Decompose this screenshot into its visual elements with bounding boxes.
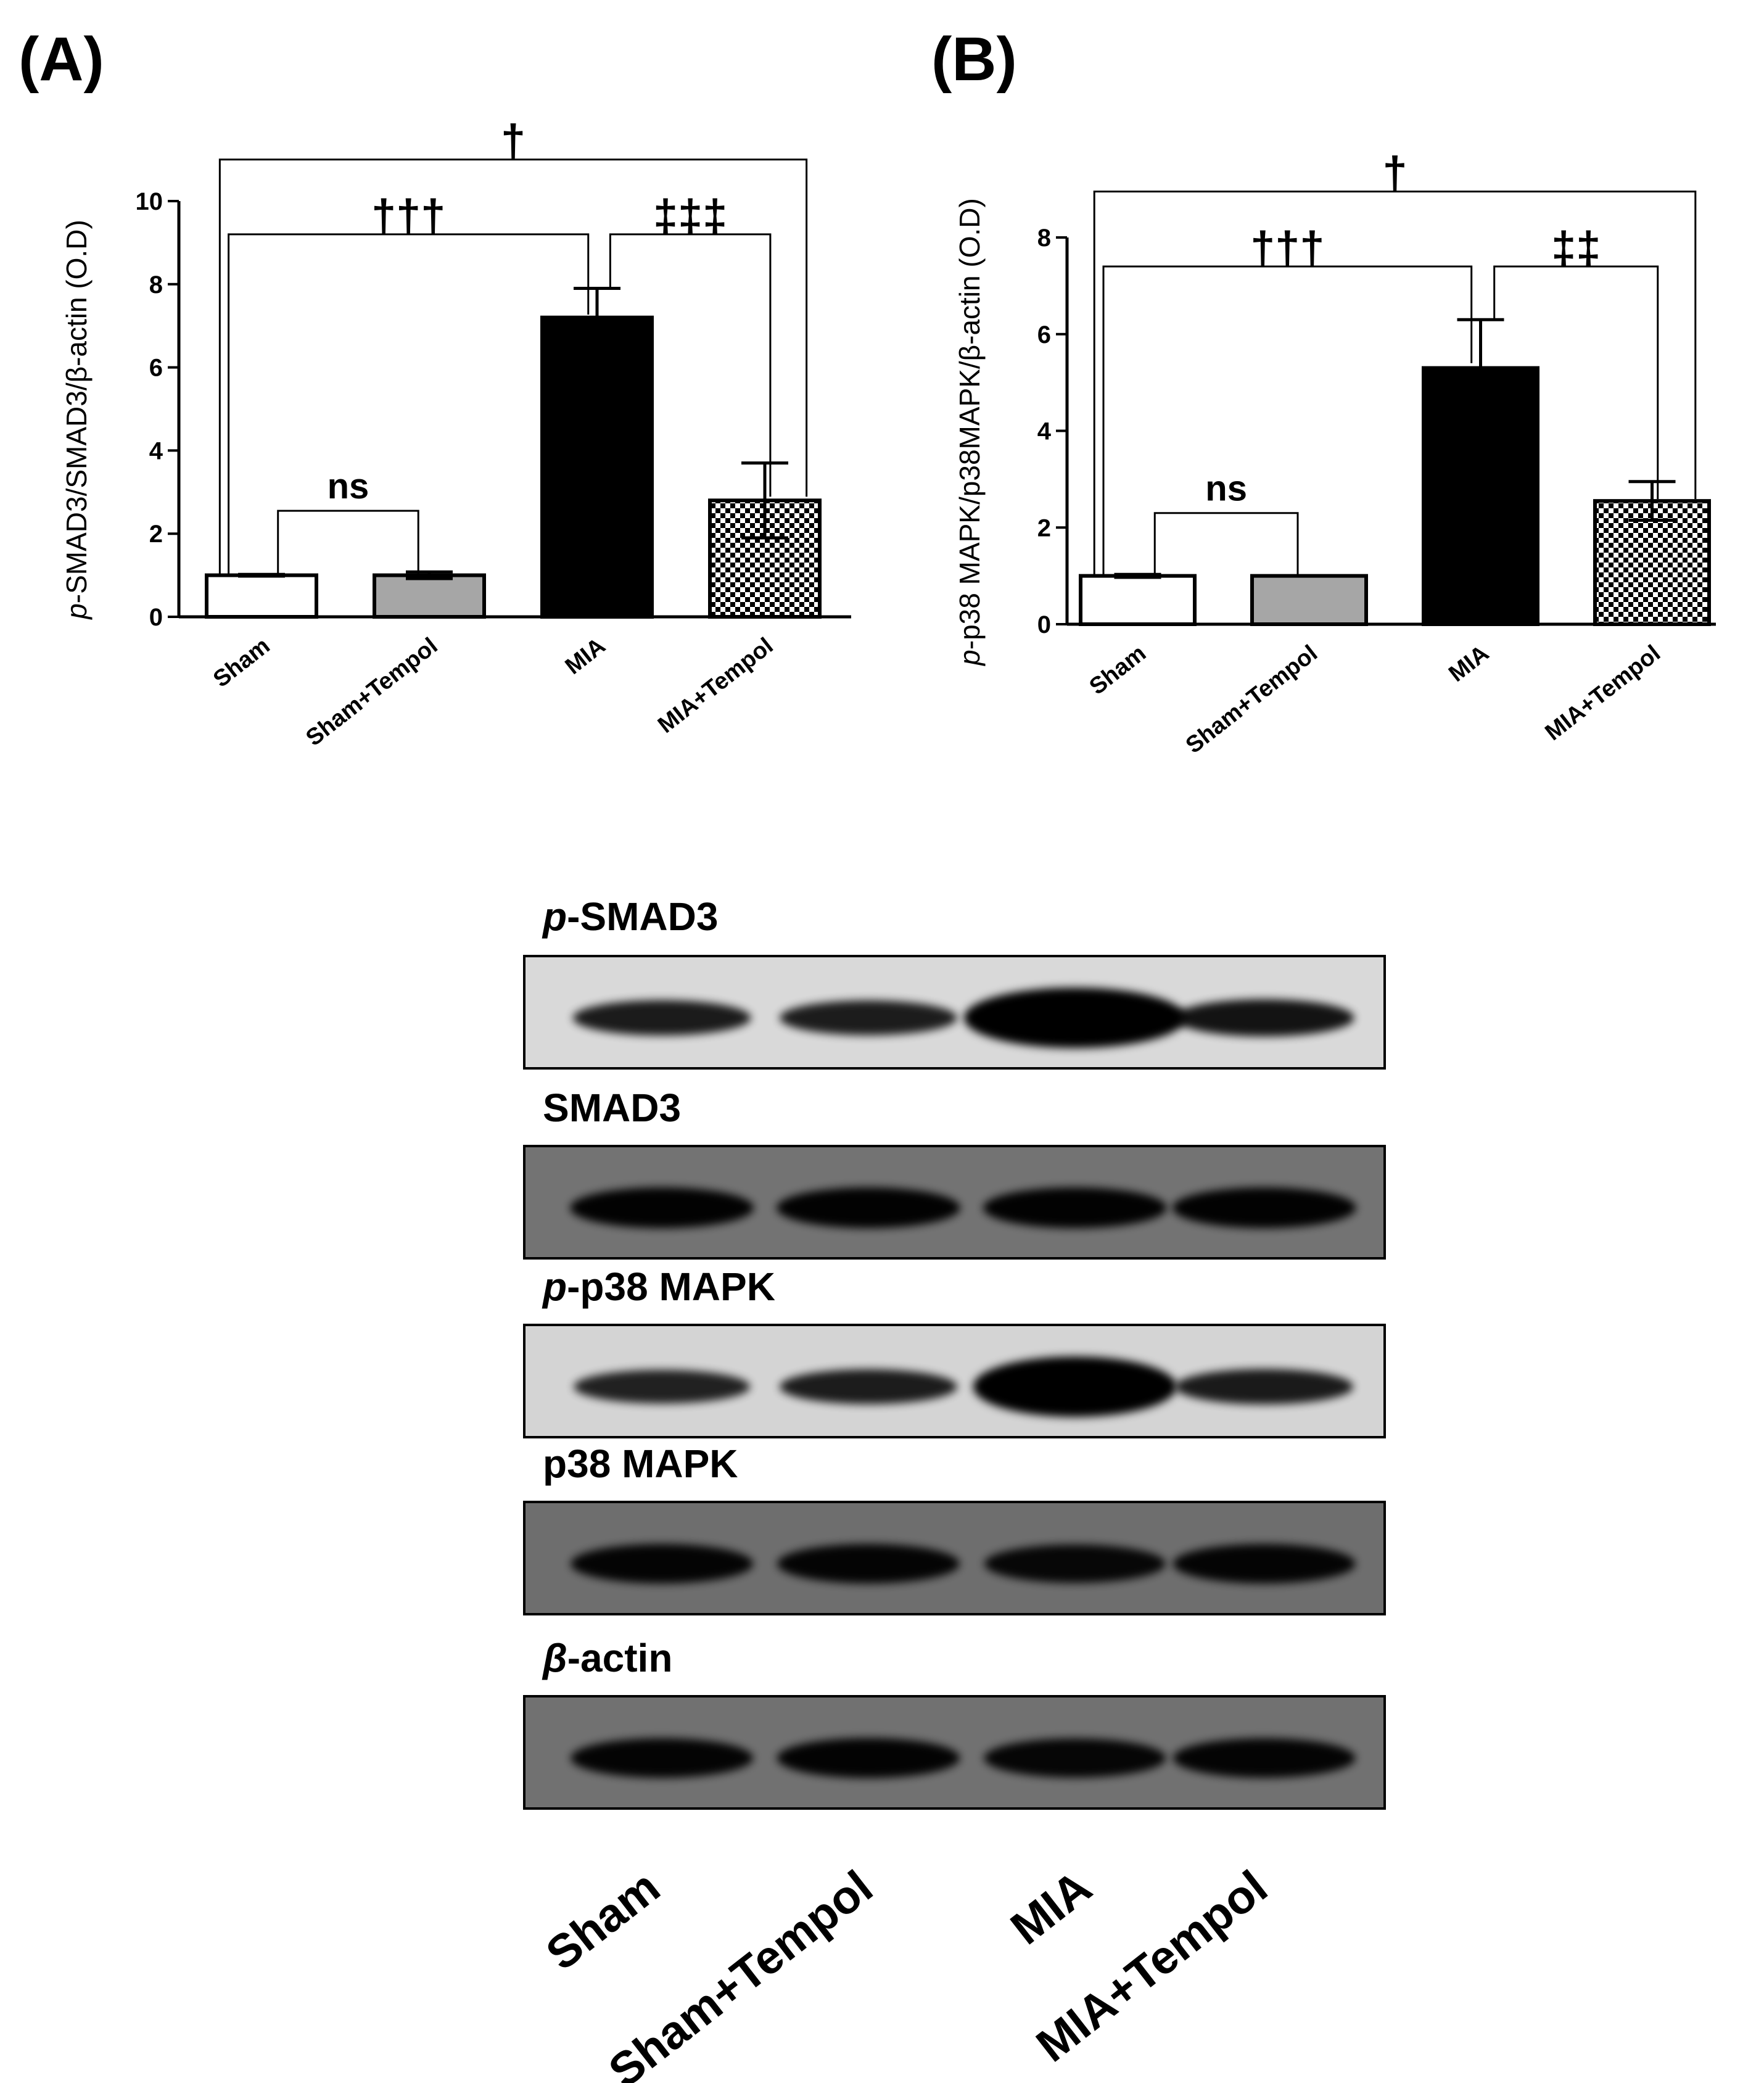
blot-band: [984, 1738, 1166, 1778]
blot-label-text: -SMAD3: [567, 894, 718, 939]
chart-panel-b: (B) p-p38 MAPK/p38MAPK/β-actin (O.D) 0 2 4…: [931, 25, 1716, 759]
blot-label: p-p38 MAPK: [542, 1264, 775, 1309]
chart-panel-a: (A) p-SMAD3/SMAD3/β-actin (O.D) 0 2 4 6 8 10 S…: [19, 25, 851, 751]
y-tick-label: 6: [149, 355, 163, 382]
bar-mia: [540, 315, 654, 619]
x-tick-label: MIA: [561, 633, 611, 680]
blot-label-text: p38 MAPK: [543, 1442, 738, 1486]
blot-label-prefix: p: [542, 894, 567, 939]
y-tick-label: 4: [1037, 418, 1052, 445]
lane-label: MIA: [1001, 1860, 1101, 1955]
y-tick-label: 8: [1037, 225, 1051, 252]
significance-bracket: [1093, 191, 1697, 576]
x-tick-label: Sham+Tempol: [1181, 640, 1322, 759]
panel-b-y-axis-label-rest: -p38 MAPK/p38MAPK/β-actin (O.D): [954, 198, 986, 650]
significance-label: †: [1382, 149, 1407, 198]
significance-bracket: [609, 233, 772, 497]
significance-label: ns: [1205, 469, 1247, 509]
blot-label-prefix: β: [542, 1636, 567, 1680]
blot-band: [1173, 1544, 1356, 1584]
y-tick-label: 6: [1037, 321, 1051, 349]
panel-a-y-axis-label: p-SMAD3/SMAD3/β-actin (O.D): [60, 220, 93, 621]
y-tick-label: 2: [149, 521, 163, 548]
blot-band: [973, 1356, 1177, 1417]
significance-bracket: [1493, 265, 1659, 500]
blot-band: [1175, 1369, 1354, 1404]
blot-band: [780, 1369, 957, 1404]
y-tick-label: 0: [149, 604, 163, 631]
x-tick-label: Sham: [1085, 640, 1151, 700]
lane-label: Sham: [537, 1860, 669, 1980]
panel-a-y-axis-label-rest: -SMAD3/SMAD3/β-actin (O.D): [60, 220, 93, 603]
blot-band: [571, 1544, 754, 1584]
y-tick-label: 2: [1037, 514, 1051, 542]
bar-sham: [1079, 574, 1197, 626]
significance-label: †: [501, 117, 525, 166]
blot-label-prefix: p: [542, 1264, 567, 1309]
significance-label: †††: [1250, 223, 1324, 273]
blot-label: p-SMAD3: [542, 894, 718, 939]
y-tick-label: 4: [149, 437, 163, 464]
bar-sham-tempol: [1250, 574, 1368, 626]
panel-b-plot: 0 2 4 6 8 Sham Sham+Tempol MIA MIA+Tempol ns ††† ‡‡…: [1037, 149, 1716, 759]
significance-label: ‡‡: [1551, 223, 1601, 273]
blot-band: [571, 1738, 754, 1778]
blot-band: [984, 1544, 1166, 1583]
blot-band: [963, 988, 1186, 1049]
blot-label-text: SMAD3: [543, 1086, 681, 1130]
panel-b-label: (B): [931, 25, 1017, 94]
blot-band: [983, 1187, 1167, 1229]
significance-bracket: [218, 159, 808, 575]
blot-label: p38 MAPK: [543, 1442, 738, 1486]
x-tick-label: MIA+Tempol: [1541, 640, 1665, 746]
panel-a-y-axis-label-prefix: p: [60, 603, 93, 621]
x-tick-label: Sham: [208, 633, 274, 693]
blot-band: [572, 1000, 751, 1036]
bar-sham-tempol: [373, 573, 486, 619]
x-tick-label: MIA+Tempol: [653, 633, 778, 738]
blot-label-text: -p38 MAPK: [567, 1264, 775, 1309]
blot-band: [777, 1544, 960, 1584]
significance-label: †††: [371, 191, 445, 241]
blot-band: [1174, 999, 1354, 1037]
panel-b-y-axis-label-prefix: p: [954, 650, 986, 667]
y-tick-label: 8: [149, 271, 163, 299]
panel-a-label: (A): [19, 25, 104, 94]
blot-band: [777, 1738, 960, 1778]
significance-bracket: [1102, 265, 1473, 576]
blot-band: [570, 1187, 754, 1229]
blot-band: [1173, 1738, 1356, 1778]
x-tick-label: Sham+Tempol: [301, 633, 442, 751]
y-tick-label: 0: [1037, 611, 1051, 638]
blot-band: [574, 1369, 751, 1404]
significance-label: ns: [328, 466, 369, 506]
blot-label-text: -actin: [567, 1636, 673, 1680]
y-tick-label: 10: [136, 188, 163, 215]
bar-sham: [205, 573, 318, 619]
significance-bracket: [1153, 512, 1299, 576]
significance-bracket: [228, 233, 590, 575]
x-tick-label: MIA: [1444, 640, 1494, 687]
blot-band: [777, 1187, 960, 1229]
significance-bracket: [277, 509, 419, 575]
significance-label: ‡‡‡: [653, 191, 727, 241]
blot-band: [780, 1000, 957, 1036]
blot-band: [1172, 1187, 1356, 1229]
panel-b-y-axis-label: p-p38 MAPK/p38MAPK/β-actin (O.D): [954, 198, 986, 667]
blot-label: β-actin: [542, 1636, 672, 1680]
blot-label: SMAD3: [543, 1086, 681, 1130]
